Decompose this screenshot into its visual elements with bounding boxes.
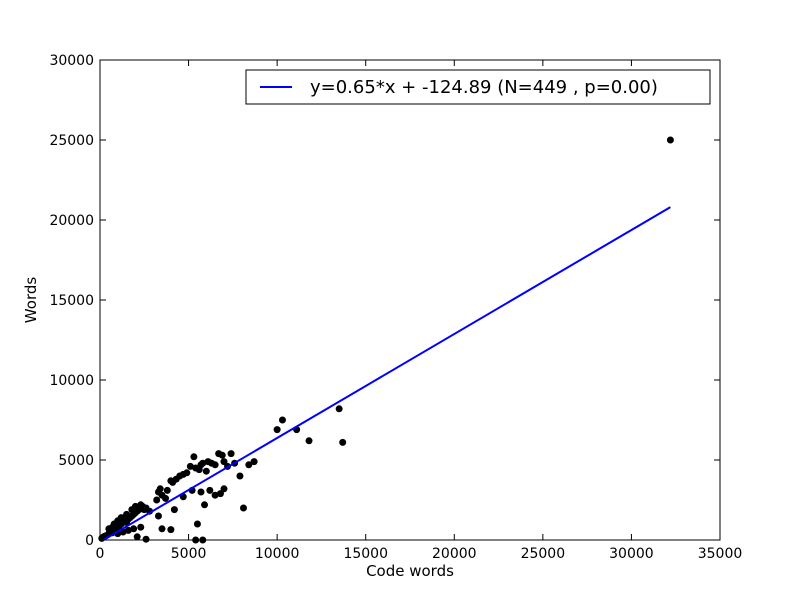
plot-area — [98, 59, 721, 544]
scatter-point — [220, 485, 228, 493]
x-tick-label: 15000 — [343, 546, 388, 562]
x-axis-tick-labels: 0 5000 10000 15000 20000 25000 30000 35000 — [96, 546, 743, 562]
y-tick-label: 30000 — [49, 53, 94, 69]
scatter-point — [117, 514, 125, 522]
scatter-point — [218, 451, 226, 459]
axis-ticks — [99, 59, 721, 541]
legend-entry-label: y=0.65*x + -124.89 (N=449 , p=0.00) — [310, 77, 658, 98]
scatter-point — [335, 405, 343, 413]
scatter-point — [211, 461, 219, 469]
y-tick-label: 25000 — [49, 133, 94, 149]
x-axis-label: Code words — [366, 562, 454, 580]
scatter-point — [666, 136, 674, 144]
scatter-point — [245, 461, 253, 469]
x-tick-label: 0 — [96, 546, 105, 562]
y-tick-label: 5000 — [58, 453, 94, 469]
scatter-point — [154, 512, 162, 520]
scatter-point — [186, 462, 194, 470]
scatter-point — [206, 486, 214, 494]
scatter-point — [227, 450, 235, 458]
x-tick-label: 20000 — [432, 546, 477, 562]
y-tick-label: 10000 — [49, 373, 94, 389]
y-axis-label: Words — [22, 277, 40, 324]
scatter-point — [163, 486, 171, 494]
scatter-point — [133, 533, 141, 541]
scatter-point — [130, 525, 138, 533]
x-tick-label: 10000 — [255, 546, 300, 562]
scatter-point — [167, 526, 175, 534]
scatter-point — [190, 453, 198, 461]
scatter-point — [153, 496, 161, 504]
scatter-point — [199, 536, 207, 544]
y-axis-tick-labels: 0 5000 10000 15000 20000 25000 30000 — [49, 53, 94, 549]
scatter-point — [124, 526, 132, 534]
legend-box — [245, 69, 711, 105]
regression-line-layer — [102, 206, 671, 541]
scatter-point — [273, 426, 281, 434]
scatter-point — [216, 490, 224, 498]
scatter-point — [220, 458, 228, 466]
y-tick-label: 15000 — [49, 293, 94, 309]
y-tick-label: 0 — [85, 533, 94, 549]
scatter-point — [199, 459, 207, 467]
scatter-point — [202, 467, 210, 475]
x-tick-label: 5000 — [171, 546, 207, 562]
x-tick-label: 25000 — [521, 546, 566, 562]
scatter-point — [158, 525, 166, 533]
scatter-point — [278, 416, 286, 424]
scatter-point — [201, 501, 209, 509]
scatter-point — [142, 535, 150, 543]
scatter-point — [305, 437, 313, 445]
scatter-point — [236, 472, 244, 480]
scatter-point — [250, 458, 258, 466]
scatter-point — [156, 485, 164, 493]
scatter-point — [193, 520, 201, 528]
scatter-point — [211, 491, 219, 499]
scatter-point — [192, 536, 200, 544]
scatter-point — [339, 438, 347, 446]
scatter-point — [162, 494, 170, 502]
scatter-point — [123, 510, 131, 518]
scatter-point — [170, 506, 178, 514]
legend: y=0.65*x + -124.89 (N=449 , p=0.00) — [245, 69, 711, 105]
y-tick-label: 20000 — [49, 213, 94, 229]
scatter-point — [131, 502, 139, 510]
scatter-point — [183, 469, 191, 477]
x-tick-label: 30000 — [609, 546, 654, 562]
x-tick-label: 35000 — [698, 546, 743, 562]
scatter-point — [137, 523, 145, 531]
scatter-point — [108, 523, 116, 531]
scatter-point — [197, 488, 205, 496]
scatter-point — [239, 504, 247, 512]
scatter-point — [137, 501, 145, 509]
regression-line — [102, 206, 671, 541]
